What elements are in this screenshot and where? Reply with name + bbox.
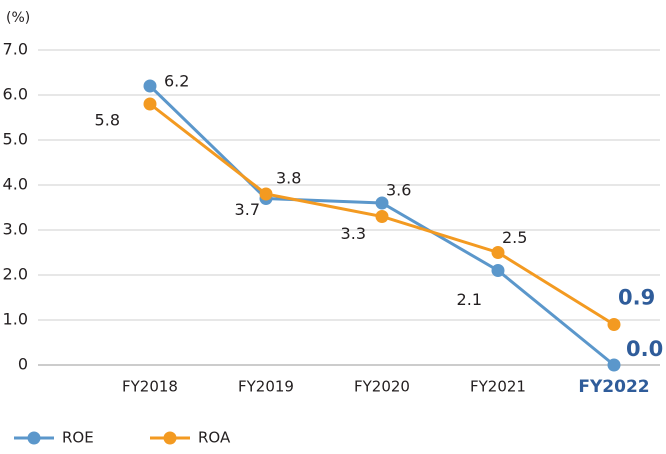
data-label: 3.8	[276, 169, 301, 188]
point	[607, 358, 621, 372]
point	[375, 210, 389, 223]
x-tick-label: FY2020	[354, 378, 410, 396]
y-tick-label: 4.0	[3, 175, 28, 194]
y-tick-label: 6.0	[3, 85, 28, 104]
y-tick-label: 3.0	[3, 220, 28, 239]
legend-marker	[163, 431, 177, 445]
legend-label: ROE	[62, 429, 94, 447]
y-tick-label: 2.0	[3, 265, 28, 284]
data-label: 2.1	[457, 290, 482, 309]
point	[491, 246, 505, 259]
data-label: 6.2	[164, 72, 189, 91]
data-label: 0.9	[618, 286, 655, 310]
data-label: 2.5	[502, 228, 527, 247]
y-axis-unit: (%)	[6, 10, 30, 26]
line	[148, 84, 615, 367]
y-tick-label: 1.0	[3, 310, 28, 329]
y-tick-label: 0	[18, 355, 28, 374]
legend-marker	[27, 431, 41, 445]
x-tick-label: FY2022	[578, 377, 649, 397]
point	[143, 97, 157, 111]
point	[607, 318, 621, 331]
data-label: 3.7	[235, 200, 260, 219]
data-label: 5.8	[95, 111, 120, 130]
point	[143, 79, 157, 93]
data-label: 3.6	[386, 181, 411, 200]
point	[375, 196, 389, 210]
x-tick-label: FY2018	[122, 378, 178, 396]
y-tick-label: 7.0	[3, 40, 28, 59]
data-label: 0.0	[626, 337, 663, 361]
point	[259, 187, 273, 201]
data-label: 3.3	[341, 224, 366, 243]
y-tick-label: 5.0	[3, 130, 28, 149]
point	[491, 264, 505, 277]
x-tick-label: FY2021	[470, 378, 526, 396]
legend-label: ROA	[198, 429, 231, 447]
x-tick-label: FY2019	[238, 378, 294, 396]
